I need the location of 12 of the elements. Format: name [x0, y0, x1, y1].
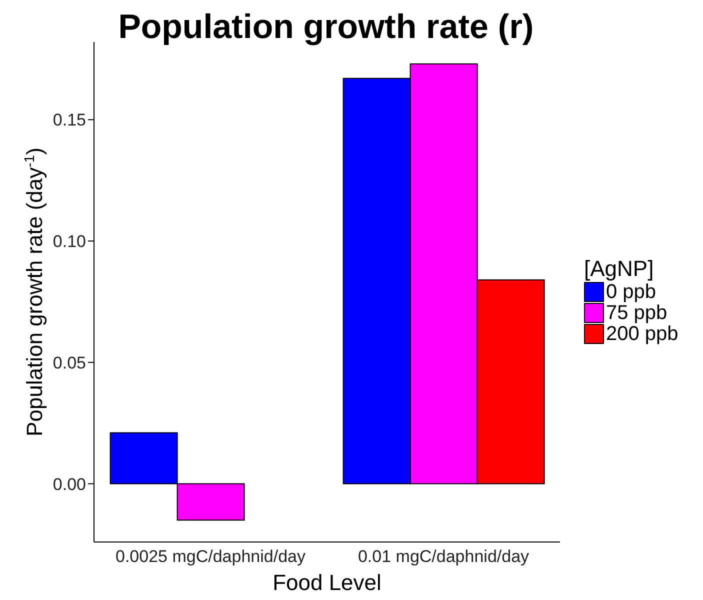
y-tick-label: 0.10: [52, 232, 86, 252]
y-tick-label: 0.15: [52, 110, 86, 130]
x-tick-label: 0.01 mgC/daphnid/day: [358, 547, 530, 566]
legend-label: 200 ppb: [606, 322, 678, 346]
chart-title: Population growth rate (r): [117, 8, 535, 47]
legend-label: 0 ppb: [606, 280, 656, 304]
y-tick-label: 0.05: [52, 353, 86, 372]
legend-title: [AgNP]: [584, 256, 655, 282]
x-tick-label: 0.0025 mgC/daphnid/day: [116, 547, 306, 566]
x-axis-title: Food Level: [272, 570, 382, 595]
legend-label: 75 ppb: [606, 302, 668, 324]
y-tick-label: 0.00: [52, 474, 86, 494]
